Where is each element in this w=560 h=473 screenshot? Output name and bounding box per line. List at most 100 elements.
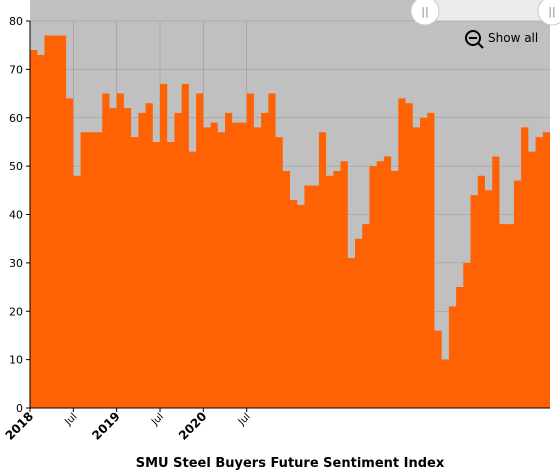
data-point (52, 36, 59, 408)
data-point (333, 171, 340, 408)
data-point (268, 94, 275, 408)
data-point (442, 360, 449, 408)
data-point (73, 176, 80, 408)
data-point (146, 103, 153, 408)
data-point (95, 132, 102, 408)
data-point (362, 224, 369, 408)
data-point (398, 98, 405, 408)
data-point (276, 137, 283, 408)
data-point (485, 190, 492, 408)
data-point (203, 127, 210, 408)
data-point (478, 176, 485, 408)
sentiment-area (30, 35, 550, 408)
data-point (369, 166, 376, 408)
handle-knob[interactable] (537, 0, 560, 26)
y-tick-label: 10 (9, 354, 23, 367)
y-tick-label: 50 (9, 160, 23, 173)
show-all-button[interactable]: Show all (465, 30, 538, 49)
data-point (449, 306, 456, 408)
y-tick-label: 70 (9, 63, 23, 76)
data-point (355, 239, 362, 408)
data-point (153, 142, 160, 408)
data-point (384, 156, 391, 408)
data-point (261, 113, 268, 408)
x-tick-label: Jul (62, 411, 79, 428)
data-point (232, 123, 239, 408)
x-tick-label: 2019 (89, 409, 123, 443)
series-area (30, 35, 550, 408)
zoom-out-icon (465, 30, 481, 46)
data-point (521, 127, 528, 408)
show-all-label[interactable]: Show all (488, 31, 538, 45)
data-point (167, 142, 174, 408)
data-point (471, 195, 478, 408)
zoom-out-icon-handle (477, 42, 484, 49)
data-point (174, 113, 181, 408)
data-point (456, 287, 463, 408)
data-point (109, 108, 116, 408)
data-point (434, 331, 441, 408)
data-point (348, 258, 355, 408)
y-tick-label: 80 (9, 15, 23, 28)
data-point (247, 94, 254, 408)
data-point (290, 200, 297, 408)
data-point (377, 161, 384, 408)
data-point (254, 127, 261, 408)
data-point (312, 185, 319, 408)
data-point (297, 205, 304, 408)
handle-knob[interactable] (410, 0, 440, 26)
data-point (182, 84, 189, 408)
data-point (499, 224, 506, 408)
x-tick-label: Jul (236, 411, 253, 428)
navigator-selected-range[interactable] (30, 0, 425, 21)
data-point (514, 181, 521, 408)
data-point (413, 127, 420, 408)
data-point (507, 224, 514, 408)
y-tick-label: 20 (9, 305, 23, 318)
data-point (59, 36, 66, 408)
data-point (319, 132, 326, 408)
data-point (536, 137, 543, 408)
y-tick-label: 0 (16, 402, 23, 415)
data-point (528, 152, 535, 408)
data-point (420, 118, 427, 408)
range-navigator[interactable] (30, 0, 560, 21)
x-tick-label: 2020 (176, 409, 210, 443)
y-tick-label: 60 (9, 112, 23, 125)
x-tick-label: Jul (149, 411, 166, 428)
handle-grip-icon: || (421, 5, 428, 18)
data-point (218, 132, 225, 408)
data-point (160, 84, 167, 408)
data-point (138, 113, 145, 408)
data-point (225, 113, 232, 408)
data-point (304, 185, 311, 408)
data-point (406, 103, 413, 408)
data-point (391, 171, 398, 408)
y-tick-label: 40 (9, 209, 23, 222)
data-point (81, 132, 88, 408)
data-point (131, 137, 138, 408)
data-point (44, 36, 51, 408)
navigator-handles[interactable]: || || (410, 0, 560, 26)
data-point (463, 263, 470, 408)
data-point (326, 176, 333, 408)
data-point (88, 132, 95, 408)
data-point (427, 113, 434, 408)
data-point (30, 50, 37, 408)
data-point (66, 98, 73, 408)
data-point (283, 171, 290, 408)
data-point (341, 161, 348, 408)
data-point (189, 152, 196, 408)
y-tick-label: 30 (9, 257, 23, 270)
data-point (543, 132, 550, 408)
navigator-right-handle[interactable]: || (537, 0, 560, 26)
handle-grip-icon: || (548, 5, 555, 18)
chart-title: SMU Steel Buyers Future Sentiment Index (136, 456, 445, 471)
data-point (117, 94, 124, 408)
data-point (124, 108, 131, 408)
data-point (239, 123, 246, 408)
data-point (211, 123, 218, 408)
navigator-left-handle[interactable]: || (410, 0, 440, 26)
data-point (102, 94, 109, 408)
